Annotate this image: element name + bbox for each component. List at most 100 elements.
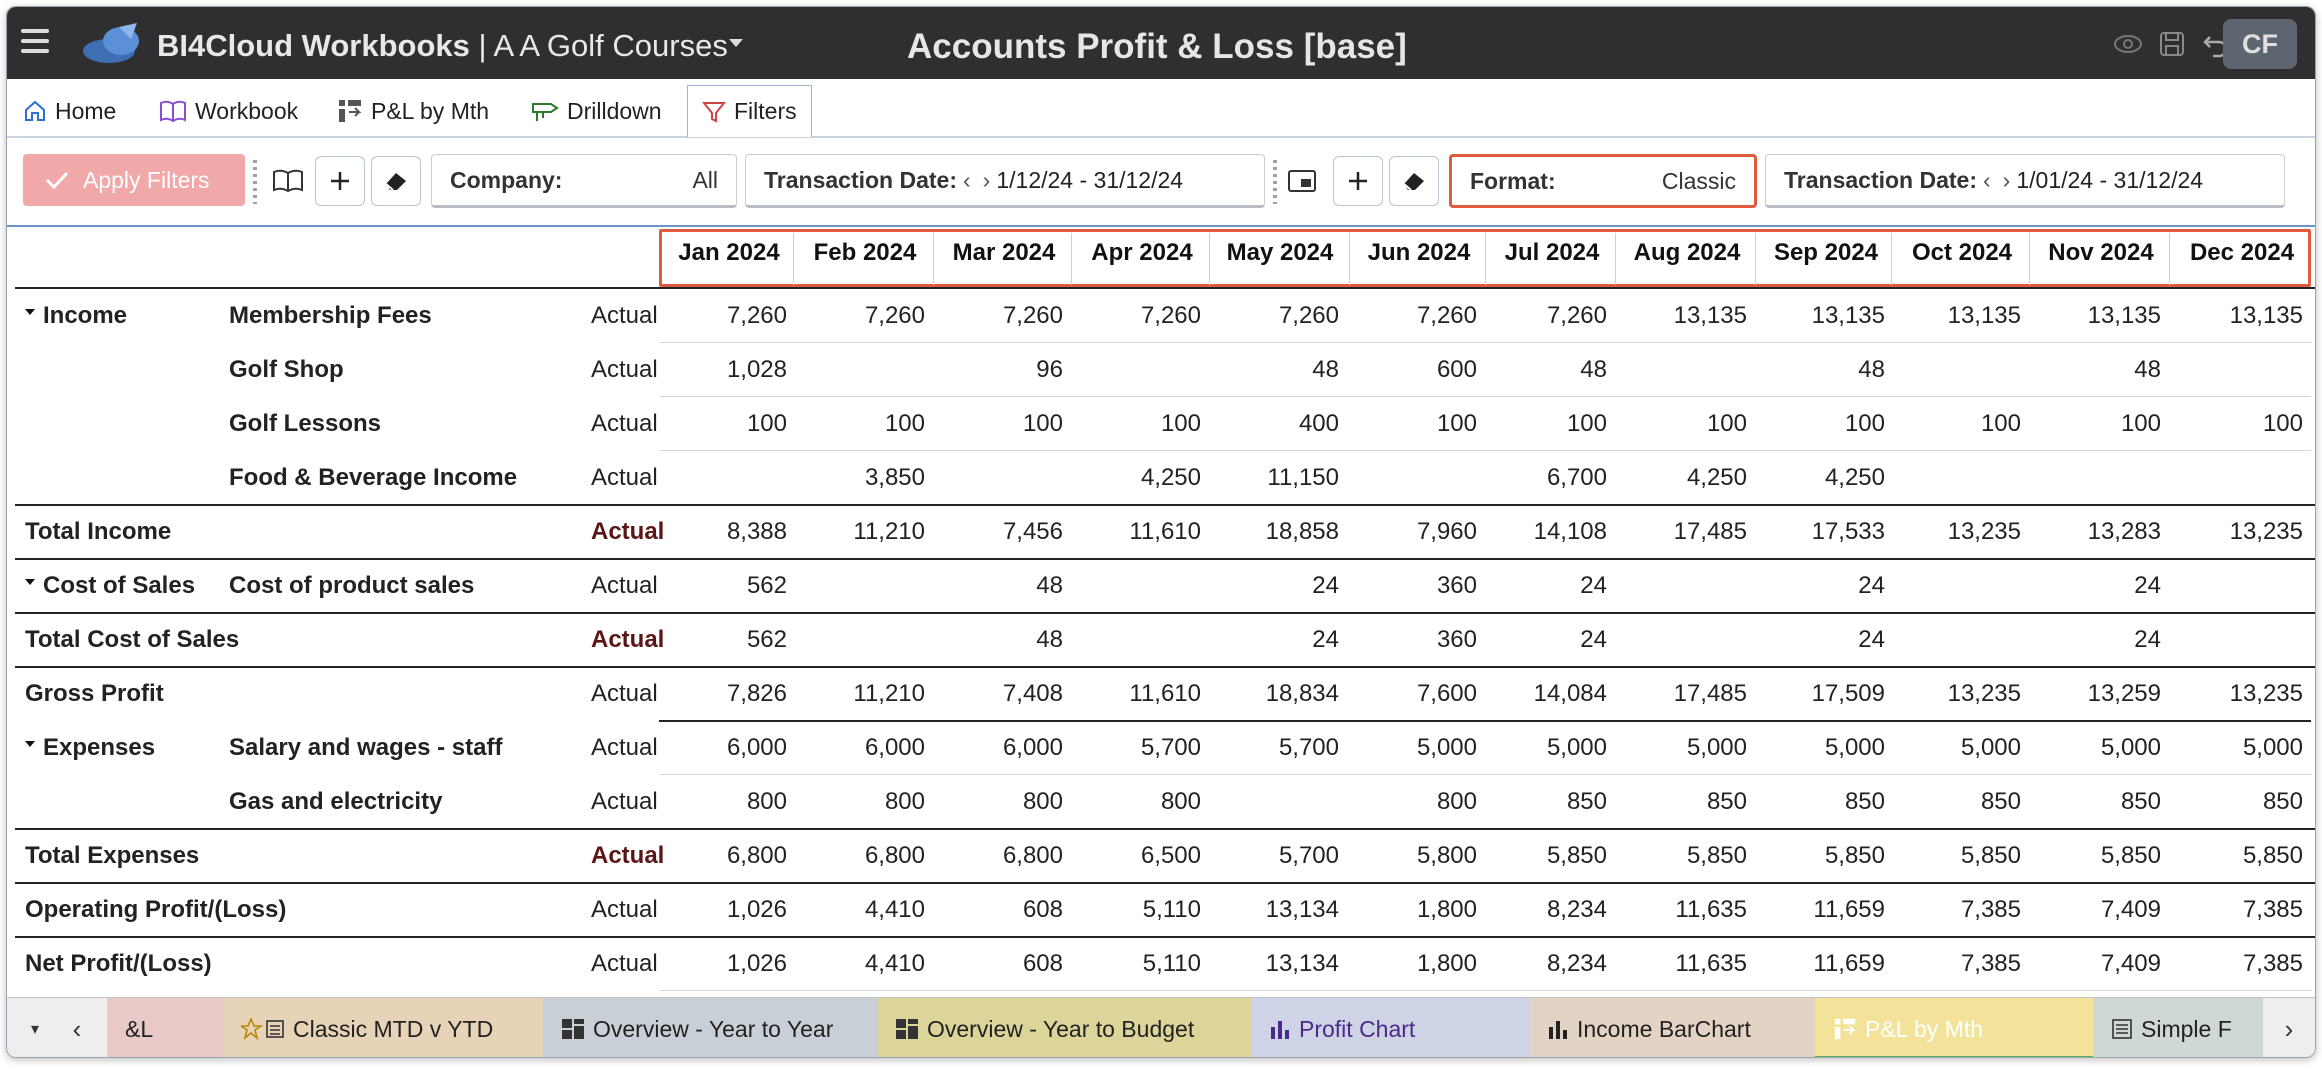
table-row[interactable]: Total Expenses Actual 6,800 6,800 6,800 6,500… [15, 829, 2315, 883]
transaction-date-filter[interactable]: Transaction Date: ‹ › 1/12/24 - 31/12/24 [745, 154, 1265, 208]
sheet-tab[interactable]: Income BarChart [1529, 998, 1815, 1057]
value-cell[interactable]: 562 [746, 626, 787, 653]
table-row[interactable]: Operating Profit/(Loss) Actual 1,026 4,410 6… [15, 883, 2315, 937]
value-cell[interactable]: 17,509 [1811, 680, 1885, 707]
value-cell[interactable]: 24 [1858, 572, 1885, 599]
value-cell[interactable]: 360 [1436, 626, 1477, 653]
value-cell[interactable]: 7,260 [1278, 302, 1339, 329]
month-header[interactable]: Jan 2024 [678, 239, 780, 266]
value-cell[interactable]: 5,000 [1546, 734, 1607, 761]
user-avatar[interactable]: CF [2223, 19, 2297, 69]
value-cell[interactable]: 5,850 [2242, 842, 2303, 869]
value-cell[interactable]: 4,250 [1686, 464, 1747, 491]
month-header[interactable]: Sep 2024 [1773, 239, 1879, 266]
value-cell[interactable]: 1,800 [1416, 950, 1477, 977]
value-cell[interactable]: 5,000 [1960, 734, 2021, 761]
table-row[interactable]: Expenses Salary and wages - staff Actual 6,… [15, 721, 2315, 775]
value-cell[interactable]: 5,850 [1546, 842, 1607, 869]
value-cell[interactable]: 7,260 [1140, 302, 1201, 329]
value-cell[interactable]: 48 [1312, 356, 1339, 383]
value-cell[interactable]: 7,409 [2100, 896, 2161, 923]
value-cell[interactable]: 100 [1980, 410, 2021, 437]
value-cell[interactable]: 13,135 [2087, 302, 2161, 329]
value-cell[interactable]: 5,110 [1142, 896, 1201, 923]
value-cell[interactable]: 7,260 [864, 302, 925, 329]
table-row[interactable]: Total Income Actual 8,388 11,210 7,456 11,610… [15, 505, 2315, 559]
value-cell[interactable]: 13,235 [1947, 518, 2021, 545]
clear-filters-button[interactable] [371, 156, 421, 206]
value-cell[interactable]: 100 [1436, 410, 1477, 437]
value-cell[interactable]: 6,000 [1002, 734, 1063, 761]
value-cell[interactable]: 850 [1566, 788, 1607, 815]
value-cell[interactable]: 7,408 [1002, 680, 1063, 707]
value-cell[interactable]: 11,610 [1129, 518, 1201, 545]
value-cell[interactable]: 100 [1566, 410, 1607, 437]
value-cell[interactable]: 8,388 [726, 518, 787, 545]
month-header[interactable]: Jul 2024 [1504, 239, 1600, 266]
table-row[interactable]: Total Cost of Sales Actual 562 48 24 360 24 24 2… [15, 613, 2315, 667]
value-cell[interactable]: 11,659 [1813, 950, 1885, 977]
month-header[interactable]: Nov 2024 [2048, 239, 2154, 266]
value-cell[interactable]: 360 [1436, 572, 1477, 599]
value-cell[interactable]: 48 [1580, 356, 1607, 383]
tab-filters[interactable]: Filters [687, 85, 812, 138]
value-cell[interactable]: 5,850 [2100, 842, 2161, 869]
value-cell[interactable]: 100 [884, 410, 925, 437]
apply-filters-button[interactable]: Apply Filters [23, 154, 245, 206]
value-cell[interactable]: 7,260 [1002, 302, 1063, 329]
month-header[interactable]: Feb 2024 [813, 239, 917, 266]
value-cell[interactable]: 5,000 [1416, 734, 1477, 761]
sheet-prev-icon[interactable]: ‹ [72, 1013, 82, 1044]
value-cell[interactable]: 17,533 [1811, 518, 1885, 545]
eye-icon[interactable] [2113, 29, 2143, 59]
value-cell[interactable]: 850 [1980, 788, 2021, 815]
value-cell[interactable]: 17,485 [1673, 518, 1747, 545]
value-cell[interactable]: 6,800 [726, 842, 787, 869]
value-cell[interactable]: 13,135 [1811, 302, 1885, 329]
value-cell[interactable]: 7,260 [726, 302, 787, 329]
value-cell[interactable]: 7,385 [2242, 896, 2303, 923]
row-group-label[interactable]: Income [25, 302, 127, 330]
value-cell[interactable]: 18,834 [1265, 680, 1339, 707]
tab-home[interactable]: Home [23, 87, 116, 135]
value-cell[interactable]: 600 [1436, 356, 1477, 383]
company-dropdown-icon[interactable] [729, 39, 743, 47]
value-cell[interactable]: 7,960 [1416, 518, 1477, 545]
value-cell[interactable]: 1,026 [726, 950, 787, 977]
value-cell[interactable]: 13,135 [1947, 302, 2021, 329]
value-cell[interactable]: 800 [1436, 788, 1477, 815]
month-header[interactable]: Aug 2024 [1633, 239, 1741, 266]
value-cell[interactable]: 96 [1036, 356, 1063, 383]
save-icon[interactable] [2157, 29, 2187, 59]
month-header[interactable]: Mar 2024 [952, 239, 1056, 266]
panel-toggle-button[interactable] [1277, 156, 1327, 206]
company-name[interactable]: A A Golf Courses [493, 28, 728, 63]
tab-pl-by-mth[interactable]: P&L by Mth [337, 87, 489, 135]
value-cell[interactable]: 6,800 [1002, 842, 1063, 869]
value-cell[interactable]: 5,700 [1278, 842, 1339, 869]
value-cell[interactable]: 6,000 [864, 734, 925, 761]
value-cell[interactable]: 100 [1844, 410, 1885, 437]
sheet-tab[interactable]: Classic MTD v YTD [223, 998, 543, 1057]
sheet-next-icon[interactable]: › [2284, 1013, 2294, 1044]
sheet-tab[interactable]: Overview - Year to Budget [877, 998, 1251, 1057]
value-cell[interactable]: 800 [884, 788, 925, 815]
hamburger-menu-icon[interactable] [21, 29, 49, 55]
value-cell[interactable]: 13,135 [1673, 302, 1747, 329]
value-cell[interactable]: 100 [2262, 410, 2303, 437]
value-cell[interactable]: 100 [746, 410, 787, 437]
value-cell[interactable]: 5,850 [1824, 842, 1885, 869]
value-cell[interactable]: 800 [1160, 788, 1201, 815]
value-cell[interactable]: 5,850 [1686, 842, 1747, 869]
format-filter[interactable]: Format: Classic [1449, 154, 1757, 208]
value-cell[interactable]: 5,700 [1278, 734, 1339, 761]
value-cell[interactable]: 562 [746, 572, 787, 599]
value-cell[interactable]: 608 [1022, 896, 1063, 923]
value-cell[interactable]: 5,000 [1824, 734, 1885, 761]
value-cell[interactable]: 100 [1022, 410, 1063, 437]
value-cell[interactable]: 850 [2120, 788, 2161, 815]
table-row[interactable]: Cost of Sales Cost of product sales Actual… [15, 559, 2315, 613]
value-cell[interactable]: 7,600 [1416, 680, 1477, 707]
value-cell[interactable]: 48 [1858, 356, 1885, 383]
value-cell[interactable]: 48 [2134, 356, 2161, 383]
